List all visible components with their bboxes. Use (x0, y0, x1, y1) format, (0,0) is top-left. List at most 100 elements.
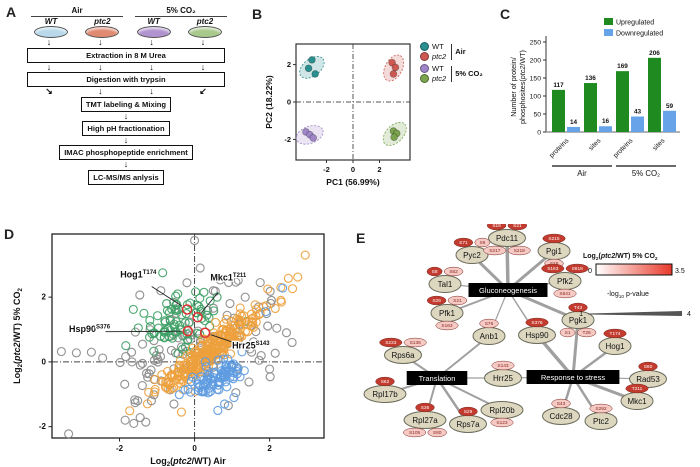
data-point (195, 263, 205, 273)
sample-ptc2-air: ptc2 (79, 17, 125, 39)
phosphosite-label: S818 (572, 266, 584, 272)
data-point (261, 307, 271, 317)
phosphosite-badge (559, 327, 576, 338)
data-point (153, 357, 163, 367)
data-point (231, 388, 241, 398)
data-point (287, 337, 297, 348)
phosphosite-label: S163 (547, 266, 559, 272)
data-point (98, 353, 108, 363)
dish-row: WT ptc2 WT ptc2 (28, 17, 228, 39)
data-point (146, 396, 156, 406)
y-tick-label: -2 (39, 422, 47, 431)
legend-group-air: WT ptc2 Air (420, 42, 483, 61)
data-point (232, 328, 243, 338)
legend-label-up: Upregulated (616, 20, 654, 27)
data-point (272, 323, 282, 333)
bar-upregulated (584, 83, 597, 132)
y-tick-label: 200 (530, 57, 542, 64)
panel-a-workflow: A Air 5% CO₂ WT ptc2 WT (6, 2, 234, 222)
highlighted-point (199, 327, 211, 339)
gene-node-label: Tal1 (438, 280, 453, 289)
legend-label: WT (432, 42, 444, 51)
data-point (153, 311, 163, 321)
group-label-air: Air (577, 169, 587, 178)
data-point (56, 346, 66, 357)
data-point (204, 313, 214, 323)
data-point (129, 418, 139, 429)
data-point (265, 372, 275, 382)
bar-value-up: 169 (617, 63, 628, 70)
gene-node-label: Pgk1 (569, 316, 588, 325)
data-point (206, 346, 217, 357)
down-arrow-icon: ↓ (46, 37, 52, 48)
legend-condition: 5% CO₂ (455, 69, 483, 78)
data-point (205, 296, 215, 306)
data-point (247, 347, 257, 357)
phosphosite-badge (553, 288, 577, 299)
data-point (254, 355, 264, 365)
panel-b-pca: B -2 0 2 -2 0 2 PC1 (56.99%) PC2 (18.22%) WT pt… (234, 2, 500, 220)
data-point (169, 297, 179, 307)
x-tick-label: 0 (192, 444, 197, 453)
phosphosite-badge (443, 266, 464, 277)
phosphosite-badge (638, 361, 658, 372)
phosphosite-badge (447, 295, 468, 306)
data-point (201, 362, 211, 372)
phosphosite-badge (453, 237, 474, 248)
phosphosite-badge (415, 402, 435, 413)
data-point (247, 317, 257, 327)
data-point (125, 406, 135, 416)
sample-ptc2-co2: ptc2 (182, 17, 228, 39)
phosphosite-label: S376 (531, 320, 543, 326)
phosphosite-badge (542, 233, 566, 244)
workflow-step-digestion: Digestion with trypsin (27, 72, 225, 88)
data-point (171, 317, 181, 327)
gene-node-label: Pgi1 (546, 247, 563, 256)
data-point (270, 348, 280, 358)
y-tick-label: 250 (530, 39, 542, 46)
data-point (126, 347, 137, 357)
highlight-label: Hrr25S143 (232, 340, 270, 350)
data-point (182, 300, 192, 310)
data-point (198, 381, 209, 391)
gene-node-label: Rps6a (391, 351, 415, 360)
data-point (137, 381, 147, 391)
gene-node-label: Pfk1 (439, 309, 456, 318)
phosphosite-label: S217 (489, 248, 501, 254)
color-legend-title: Log2(ptc2/WT) 5% CO2 (583, 253, 658, 262)
pca-point (390, 133, 398, 141)
phosphosite-label: S71 (459, 240, 468, 246)
size-max-label: 4 (687, 311, 691, 318)
size-legend-line (588, 311, 682, 316)
data-point (231, 277, 241, 287)
gene-node-label: Cdc28 (549, 412, 573, 421)
legend-label-down: Downregulated (616, 31, 663, 38)
size-legend-title: -log10 p-value (607, 291, 649, 300)
phosphosite-label: S9 (479, 240, 485, 246)
down-arrow-icon: ↓ (46, 61, 52, 72)
data-point (224, 338, 234, 348)
data-point (221, 377, 231, 387)
strain-label: ptc2 (196, 17, 214, 26)
data-point (255, 308, 265, 318)
phosphosite-badge (551, 398, 571, 409)
data-point (281, 328, 292, 338)
leader-line (201, 292, 219, 313)
data-point (144, 369, 154, 379)
data-point (226, 327, 236, 337)
y-axis-label-line1: Number of protein/ (509, 57, 518, 117)
gene-node-label: Mkc1 (627, 397, 647, 406)
data-point (213, 405, 223, 416)
gene-node-label: Anb1 (480, 332, 499, 341)
bar-downregulated (663, 110, 676, 132)
data-point (240, 292, 250, 302)
phosphosite-badge (379, 337, 403, 348)
petri-dish-icon (34, 26, 68, 39)
category-label: proteins (612, 137, 634, 159)
data-point (169, 399, 179, 409)
data-point (115, 357, 125, 368)
data-point (135, 360, 145, 370)
petri-dish-icon (85, 26, 120, 39)
y-tick-label: 0 (42, 357, 47, 366)
